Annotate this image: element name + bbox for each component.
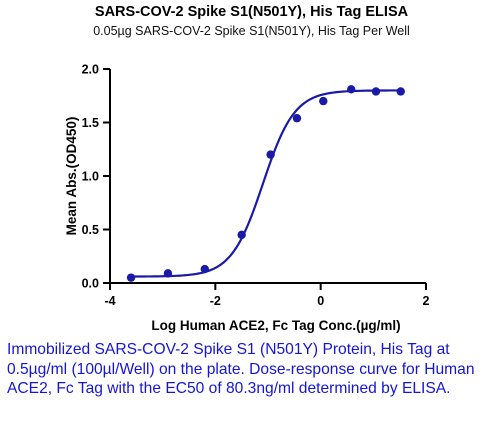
y-tick-label: 0.5 — [82, 223, 99, 237]
y-tick-label: 1.0 — [82, 170, 99, 184]
x-axis-title: Log Human ACE2, Fc Tag Conc.(µg/ml) — [151, 318, 400, 333]
chart-title: SARS-COV-2 Spike S1(N501Y), His Tag ELIS… — [94, 4, 409, 20]
y-tick-label: 0.0 — [82, 277, 99, 291]
chart-subtitle: 0.05µg SARS-COV-2 Spike S1(N501Y), His T… — [93, 24, 410, 38]
x-tick-label: 0 — [317, 294, 324, 308]
data-point — [266, 150, 275, 159]
figure-caption: Immobilized SARS-COV-2 Spike S1 (N501Y) … — [7, 341, 475, 397]
data-point — [347, 85, 356, 94]
chart-plot: 0.0 0.5 1.0 1.5 2.0 -4 -2 0 2 Log Human ACE2, Fc … — [64, 63, 430, 334]
y-axis-title: Mean Abs.(OD450) — [64, 117, 79, 236]
x-tick-label: -4 — [104, 294, 115, 308]
data-point — [126, 273, 136, 282]
data-point — [237, 230, 246, 240]
data-point — [200, 264, 209, 274]
data-point — [319, 96, 328, 106]
data-point — [371, 87, 381, 96]
data-point — [292, 114, 302, 123]
y-tick-label: 1.5 — [82, 116, 99, 130]
y-tick-label: 2.0 — [82, 63, 99, 77]
x-tick-label: -2 — [210, 294, 221, 308]
data-point — [163, 269, 173, 278]
x-tick-label: 2 — [423, 294, 430, 308]
data-point — [396, 87, 405, 96]
fit-curve — [131, 89, 401, 278]
